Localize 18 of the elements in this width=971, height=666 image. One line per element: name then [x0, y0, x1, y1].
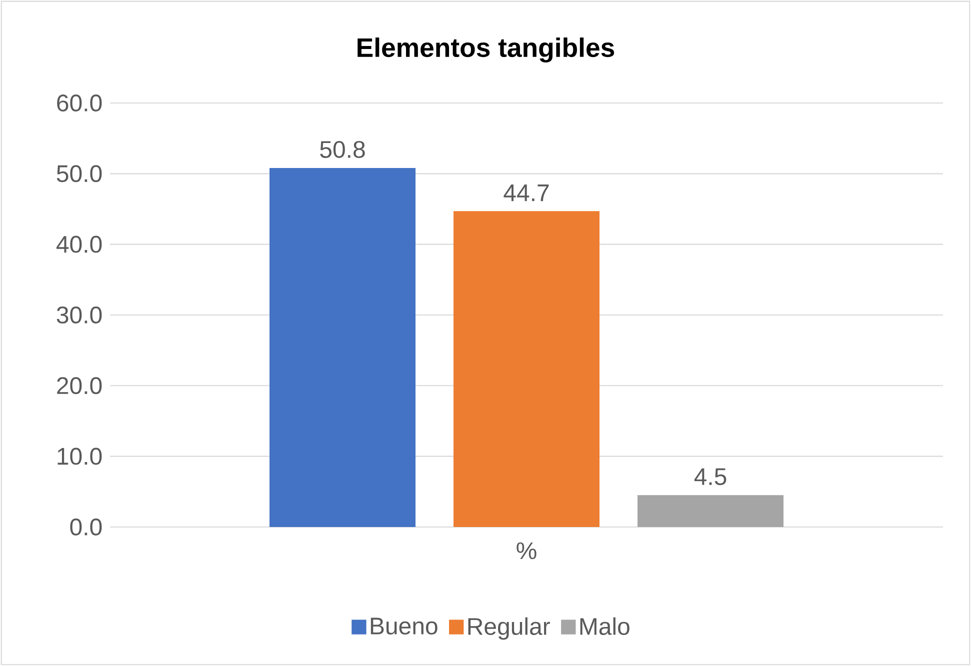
y-tick-label: 50.0: [56, 165, 102, 182]
y-tick-label: 10.0: [58, 448, 102, 465]
data-label: 4.5: [694, 468, 726, 486]
y-tick-label: 30.0: [56, 306, 102, 324]
bar: [270, 168, 416, 527]
chart-title: Elementos tangibles: [358, 38, 614, 62]
data-label: 44.7: [504, 184, 549, 202]
data-label: 50.8: [320, 140, 365, 158]
legend-label: Regular: [468, 617, 550, 640]
y-tick-label: 0.0: [70, 518, 102, 536]
y-tick-label: 40.0: [56, 236, 102, 253]
x-tick-label: %: [516, 542, 536, 560]
legend-label: Bueno: [370, 618, 438, 635]
legend-label: Malo: [580, 617, 630, 635]
bar: [454, 211, 600, 527]
y-tick-label: 20.0: [57, 377, 102, 394]
bar: [638, 495, 784, 527]
y-tick-label: 60.0: [57, 94, 102, 112]
